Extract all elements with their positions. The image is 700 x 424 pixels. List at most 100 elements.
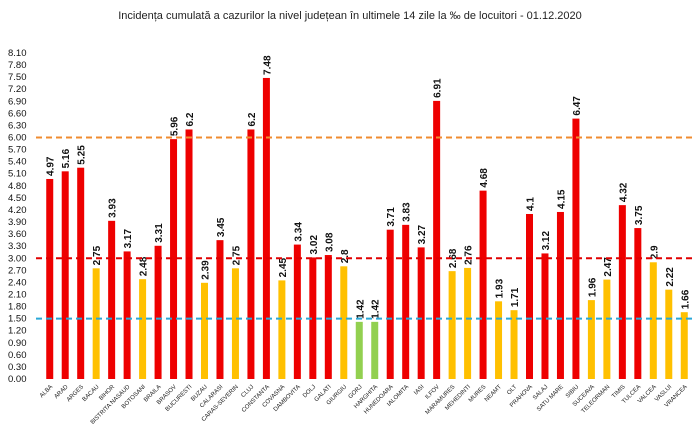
data-label: 4.97 [46,156,57,176]
y-tick-label: 2.10 [8,289,27,300]
bar-bihor [108,220,116,379]
bar-bistrita-nasaud [123,251,131,379]
bar-brasov [170,139,178,379]
y-tick-label: 0.60 [8,350,27,361]
bar-giurgiu [340,266,348,379]
bar-olt [510,310,518,379]
y-tick-label: 7.50 [8,72,27,83]
bar-maramures [448,271,456,379]
y-tick-label: 1.50 [8,314,27,325]
bar-gorj [355,321,363,379]
bar-bucuresti [185,129,193,379]
data-label: 6.2 [185,112,196,126]
bar-prahova [526,213,533,379]
bar-harghita [371,321,379,379]
data-label: 3.12 [541,231,552,251]
bar-satu-mare [556,211,564,379]
bar-arad [61,171,69,379]
y-tick-label: 1.20 [8,326,27,337]
bar-vrancea [680,312,688,379]
y-tick-label: 0.30 [8,362,27,373]
bar-hunedoara [386,229,394,379]
y-tick-label: 3.90 [8,217,27,228]
data-label: 1.96 [587,277,598,297]
x-tick-label: OLT [506,384,518,396]
y-tick-label: 3.30 [8,241,27,252]
data-label: 3.71 [386,207,397,227]
data-label: 2.75 [92,245,103,265]
data-label: 6.91 [433,78,444,98]
bar-vaslui [665,289,673,379]
bar-teleorman [603,279,611,379]
bar-valcea [649,262,657,379]
bar-buzau [201,282,208,379]
x-tick-label: ALBA [39,384,54,399]
bar-botosani [139,279,147,379]
data-label: 3.27 [417,224,428,244]
y-tick-label: 2.40 [8,277,27,288]
data-label: 2.9 [649,245,660,259]
x-tick-label: TELEORMAN [581,384,612,415]
bar-calarasi [216,240,224,379]
bar-ialomita [402,224,410,379]
data-label: 7.48 [262,55,273,75]
chart-title: Incidența cumulată a cazurilor la nivel … [118,10,582,22]
data-label: 1.42 [355,299,366,319]
y-tick-label: 5.70 [8,145,27,156]
y-tick-label: 0.90 [8,338,27,349]
data-label: 1.93 [495,278,506,298]
y-tick-label: 7.20 [8,84,27,95]
bar-neamt [495,301,503,379]
data-label: 2.45 [278,257,289,277]
bar-braila [154,245,162,379]
data-label: 2.8 [340,249,351,263]
data-label: 2.39 [201,260,212,280]
data-label: 4.1 [526,197,537,211]
data-label: 2.47 [603,257,614,277]
bar-tulcea [634,228,642,379]
y-tick-label: 1.80 [8,302,27,313]
bar-bacau [92,268,100,379]
bar-mures [479,190,487,379]
data-label: 1.71 [510,287,521,307]
x-tick-label: IASI [413,384,425,396]
bar-galati [324,255,332,379]
y-tick-label: 6.90 [8,96,27,107]
data-label: 3.08 [324,232,335,252]
y-tick-label: 4.20 [8,205,27,216]
data-label: 2.75 [231,245,242,265]
y-tick-label: 6.60 [8,108,27,119]
data-label: 3.75 [634,205,645,225]
data-label: 1.66 [680,289,691,309]
bar-suceava [587,300,595,379]
data-label: 3.31 [154,223,165,243]
data-label: 4.15 [556,189,567,209]
data-label: 5.25 [77,145,88,165]
y-tick-label: 5.10 [8,169,27,180]
data-label: 2.68 [448,248,459,268]
bar-sibiu [572,118,580,379]
y-tick-label: 3.00 [8,253,27,264]
y-tick-label: 4.80 [8,181,27,192]
data-label: 3.83 [402,202,413,222]
y-tick-label: 6.30 [8,120,27,131]
y-tick-label: 5.40 [8,157,27,168]
data-label: 3.45 [216,217,227,237]
data-label: 4.68 [479,168,490,188]
data-label: 2.22 [665,267,676,287]
data-label: 3.34 [293,222,304,242]
data-label: 5.16 [61,148,72,168]
bar-mehedinti [464,267,472,379]
data-label: 5.96 [170,116,181,136]
y-tick-label: 4.50 [8,193,27,204]
x-tick-label: NEAMT [484,384,503,403]
y-tick-label: 3.60 [8,229,27,240]
bar-cluj [247,129,255,379]
bar-ilfov [433,100,441,379]
data-label: 1.42 [371,299,382,319]
bar-caras-severin [231,268,239,379]
data-label: 3.93 [108,198,119,218]
y-tick-label: 0.00 [8,374,27,385]
data-label: 3.02 [309,235,320,255]
